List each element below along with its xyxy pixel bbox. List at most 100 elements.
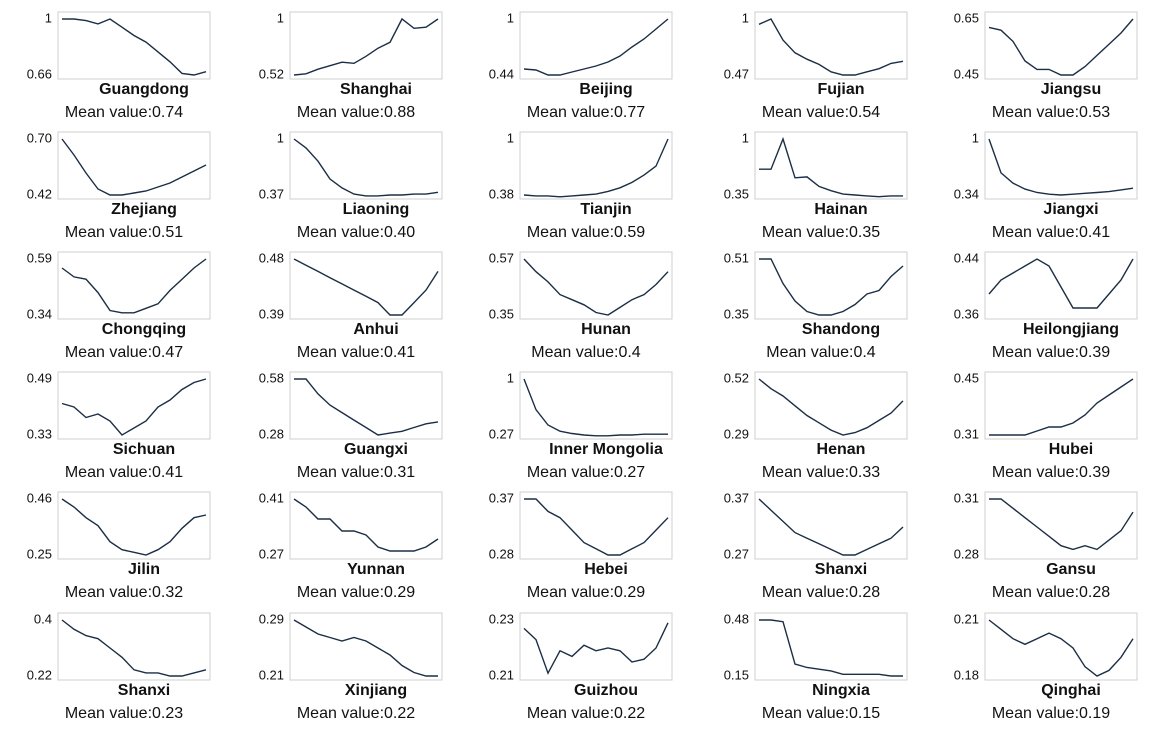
chart-title: Inner Mongolia bbox=[549, 441, 663, 458]
data-line bbox=[758, 498, 904, 556]
y-tick-label: 1 bbox=[742, 130, 749, 145]
y-tick-label: 0.28 bbox=[954, 546, 979, 561]
chart-subtitle: Mean value:0.29 bbox=[297, 584, 415, 601]
chart-subtitle: Mean value:0.22 bbox=[297, 705, 415, 722]
plot-frame bbox=[984, 131, 1138, 200]
chart-title: Hunan bbox=[581, 321, 631, 338]
plot-frame bbox=[57, 11, 211, 80]
y-tick-label: 0.48 bbox=[724, 611, 749, 626]
plot-frame bbox=[57, 251, 211, 320]
chart-subtitle: Mean value:0.28 bbox=[762, 584, 880, 601]
data-line bbox=[523, 622, 669, 675]
chart-subtitle: Mean value:0.51 bbox=[65, 224, 183, 241]
data-line bbox=[988, 138, 1134, 196]
plot-frame bbox=[754, 371, 908, 440]
chart-title: Zhejiang bbox=[111, 201, 177, 218]
data-line bbox=[61, 378, 207, 436]
y-tick-label: 0.34 bbox=[27, 306, 52, 321]
chart-title: Jiangsu bbox=[1041, 81, 1101, 98]
chart-subtitle: Mean value:0.40 bbox=[297, 224, 415, 241]
y-tick-label: 1 bbox=[507, 10, 514, 25]
chart-subtitle: Mean value:0.59 bbox=[527, 224, 645, 241]
y-tick-label: 0.28 bbox=[259, 426, 284, 441]
plot-frame bbox=[754, 131, 908, 200]
plot-frame bbox=[519, 612, 673, 681]
chart-title: Gansu bbox=[1046, 561, 1096, 578]
chart-title: Chongqing bbox=[102, 321, 186, 338]
chart-subtitle: Mean value:0.39 bbox=[992, 344, 1110, 361]
data-line bbox=[61, 619, 207, 677]
y-tick-label: 0.21 bbox=[259, 667, 284, 682]
plot-frame bbox=[289, 491, 443, 560]
y-tick-label: 0.27 bbox=[489, 426, 514, 441]
y-tick-label: 0.58 bbox=[259, 370, 284, 385]
chart-title: Shanghai bbox=[340, 81, 412, 98]
plot-frame bbox=[519, 371, 673, 440]
chart-subtitle: Mean value:0.33 bbox=[762, 464, 880, 481]
data-line bbox=[988, 18, 1134, 76]
data-line bbox=[988, 619, 1134, 677]
chart-title: Ningxia bbox=[812, 682, 870, 699]
y-tick-label: 0.28 bbox=[489, 546, 514, 561]
data-line bbox=[989, 378, 1134, 436]
y-tick-label: 0.51 bbox=[724, 250, 749, 265]
y-tick-label: 0.21 bbox=[954, 611, 979, 626]
plot-frame bbox=[984, 371, 1138, 440]
y-tick-label: 0.45 bbox=[954, 66, 979, 81]
chart-title: Guangdong bbox=[99, 81, 189, 98]
chart-subtitle: Mean value:0.23 bbox=[65, 705, 183, 722]
y-tick-label: 0.29 bbox=[259, 611, 284, 626]
y-tick-label: 0.57 bbox=[489, 250, 514, 265]
y-tick-label: 0.22 bbox=[27, 667, 52, 682]
y-tick-label: 0.25 bbox=[27, 546, 52, 561]
y-tick-label: 0.45 bbox=[954, 370, 979, 385]
data-line bbox=[524, 498, 669, 556]
plot-frame bbox=[289, 251, 443, 320]
chart-subtitle: Mean value:0.35 bbox=[762, 224, 880, 241]
y-tick-label: 0.37 bbox=[724, 490, 749, 505]
y-tick-label: 0.29 bbox=[724, 426, 749, 441]
chart-title: Hebei bbox=[584, 561, 628, 578]
y-tick-label: 1 bbox=[742, 10, 749, 25]
y-tick-label: 0.15 bbox=[724, 667, 749, 682]
y-tick-label: 0.65 bbox=[954, 10, 979, 25]
data-line bbox=[523, 18, 669, 76]
y-tick-label: 0.44 bbox=[954, 250, 979, 265]
data-line bbox=[758, 378, 904, 436]
y-tick-label: 0.21 bbox=[489, 667, 514, 682]
plot-frame bbox=[519, 251, 673, 320]
chart-title: Henan bbox=[817, 441, 866, 458]
chart-subtitle: Mean value:0.28 bbox=[992, 584, 1110, 601]
chart-title: Anhui bbox=[353, 321, 398, 338]
data-line bbox=[759, 619, 903, 677]
chart-title: Shanxi bbox=[815, 561, 867, 578]
y-tick-label: 0.52 bbox=[724, 370, 749, 385]
y-tick-label: 0.66 bbox=[27, 66, 52, 81]
data-line bbox=[523, 258, 669, 316]
chart-title: Jilin bbox=[128, 561, 160, 578]
y-tick-label: 0.37 bbox=[489, 490, 514, 505]
plot-frame bbox=[984, 251, 1138, 320]
y-tick-label: 1 bbox=[277, 130, 284, 145]
chart-title: Shandong bbox=[802, 321, 880, 338]
data-line bbox=[523, 378, 668, 437]
plot-frame bbox=[57, 612, 211, 681]
y-tick-label: 1 bbox=[45, 10, 52, 25]
chart-title: Beijing bbox=[579, 81, 632, 98]
y-tick-label: 0.48 bbox=[259, 250, 284, 265]
y-tick-label: 0.35 bbox=[724, 186, 749, 201]
plot-frame bbox=[984, 11, 1138, 80]
plot-frame bbox=[519, 11, 673, 80]
chart-subtitle: Mean value:0.39 bbox=[992, 464, 1110, 481]
chart-title: Sichuan bbox=[113, 441, 175, 458]
chart-title: Shanxi bbox=[118, 682, 170, 699]
y-tick-label: 0.31 bbox=[954, 490, 979, 505]
chart-title: Guizhou bbox=[574, 682, 638, 699]
y-tick-label: 0.35 bbox=[724, 306, 749, 321]
y-tick-label: 0.70 bbox=[27, 130, 52, 145]
chart-subtitle: Mean value:0.74 bbox=[65, 104, 183, 121]
chart-title: Yunnan bbox=[347, 561, 405, 578]
y-tick-label: 0.41 bbox=[259, 490, 284, 505]
plot-frame bbox=[57, 371, 211, 440]
y-tick-label: 0.4 bbox=[34, 611, 52, 626]
